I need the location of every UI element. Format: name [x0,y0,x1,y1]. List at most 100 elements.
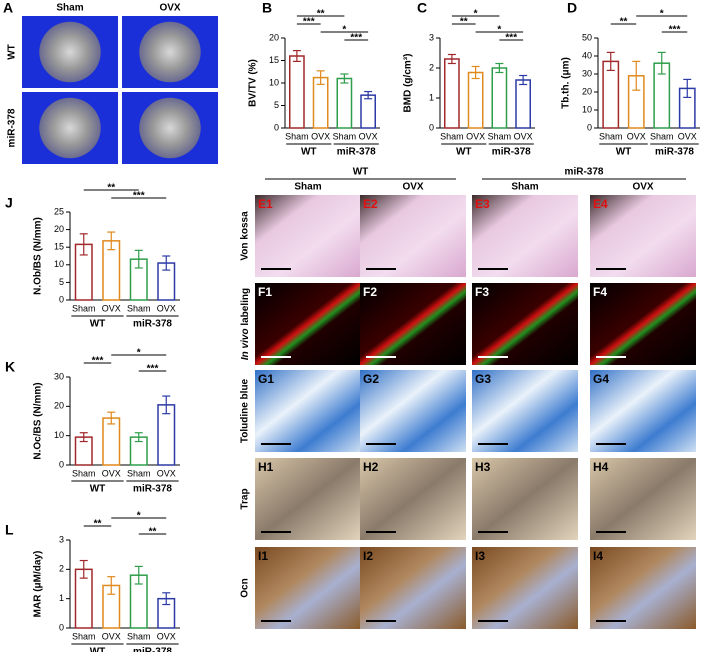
group-label: miR-378 [133,484,172,495]
group-label: miR-378 [655,147,694,158]
y-tick-label: 20 [269,32,279,42]
panel-label: F3 [475,285,489,299]
x-tick-label: OVX [514,131,533,141]
y-tick-label: 20 [582,86,592,96]
histology-image [472,195,578,277]
significance-label: ** [620,17,628,28]
column-header: Sham [56,3,83,14]
bar [444,58,460,129]
panel-label: G3 [475,372,491,386]
group-header: miR-378 [565,167,604,178]
histology-image [360,547,466,629]
row-label-part: In vivo [240,328,251,360]
group-label: WT [616,147,632,158]
row-label: In vivo labeling [240,288,251,360]
panel-label: E4 [593,197,608,211]
x-tick-label: OVX [102,631,121,641]
x-tick-label: Sham [72,468,96,478]
row-label-part: labeling [240,288,251,329]
x-tick-label: Sham [333,131,357,141]
histology-image [472,283,578,365]
x-tick-label: Sham [127,303,151,313]
panel-letter: C [417,0,427,16]
row-label: Ocn [240,578,251,597]
y-axis-label: BMD (g/cm³) [403,54,414,113]
x-tick-label: OVX [311,131,330,141]
x-tick-label: Sham [285,131,309,141]
histology-image [255,370,361,452]
row-label: Von kossa [240,211,251,261]
significance-label: *** [92,356,104,367]
y-tick-label: 1 [429,92,434,102]
x-tick-label: Sham [440,131,464,141]
significance-label: * [137,348,141,359]
panel-letter: B [262,0,272,16]
histology-image [360,370,466,452]
panel-label: F2 [363,285,377,299]
y-tick-label: 0 [59,459,64,469]
histology-image [360,283,466,365]
y-axis-label: Tb.th. (μm) [561,57,572,109]
significance-label: ** [94,519,102,530]
row-label: Toludine blue [240,378,251,443]
significance-label: * [497,25,501,36]
x-tick-label: Sham [488,131,512,141]
x-tick-label: OVX [466,131,485,141]
panel-label: G2 [363,372,379,386]
histology-image [255,195,361,277]
y-tick-label: 0 [59,622,64,632]
panel-letter: D [567,0,577,16]
y-tick-label: 10 [54,430,64,440]
panel-label: I3 [475,549,485,563]
x-tick-label: Sham [72,631,96,641]
x-tick-label: OVX [678,131,697,141]
histology-image [360,195,466,277]
bar [312,76,329,129]
panel-label: I4 [593,549,603,563]
column-header: Sham [511,182,538,193]
histology-image [472,458,578,540]
y-tick-label: 15 [54,242,64,252]
panel-letter: K [5,359,15,375]
panel-label: H4 [593,460,609,474]
significance-label: *** [350,33,362,44]
panel-label: E1 [258,197,273,211]
x-tick-label: OVX [359,131,378,141]
y-tick-label: 50 [582,32,592,42]
y-tick-label: 10 [54,259,64,269]
significance-label: ** [460,17,468,28]
group-label: WT [90,484,106,495]
y-tick-label: 30 [582,68,592,78]
y-tick-label: 3 [59,534,64,544]
y-axis-label: N.Ob/BS (N/mm) [33,217,44,295]
y-axis-label: N.Oc/BS (N/mm) [33,382,44,459]
x-tick-label: OVX [157,303,176,313]
panel-label: H1 [258,460,274,474]
x-tick-label: Sham [650,131,674,141]
significance-label: *** [669,25,681,36]
y-tick-label: 1 [59,593,64,603]
panel-label: I2 [363,549,373,563]
y-tick-label: 20 [54,401,64,411]
histology-image [590,283,696,365]
group-label: miR-378 [492,147,531,158]
group-label: WT [301,147,317,158]
histology-image [255,283,361,365]
significance-label: ** [149,527,157,538]
bar [602,60,620,129]
y-tick-label: 10 [269,77,279,87]
panel-letter: J [5,195,13,211]
y-tick-label: 40 [582,50,592,60]
bar [467,71,484,129]
y-tick-label: 30 [54,371,64,381]
panel-label: H2 [363,460,379,474]
y-tick-label: 2 [429,62,434,72]
panel-label: G4 [593,372,609,386]
panel-label: G1 [258,372,274,386]
significance-label: *** [505,33,517,44]
panel-letter: A [3,0,13,16]
significance-label: ** [107,183,115,194]
x-tick-label: Sham [127,468,151,478]
bone-scan [139,97,201,159]
